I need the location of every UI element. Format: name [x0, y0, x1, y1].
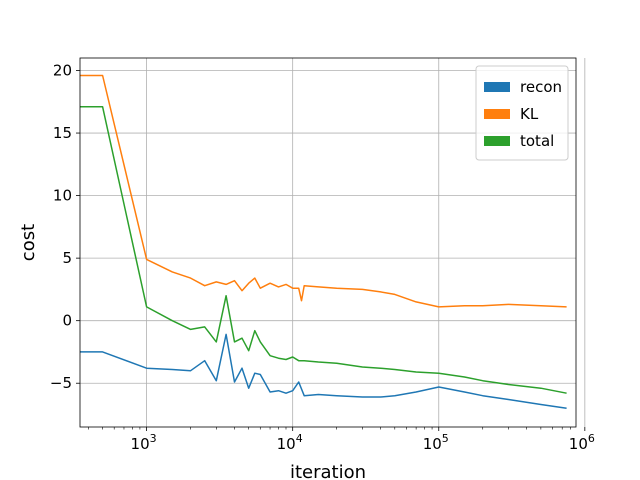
series-line-recon — [80, 333, 567, 409]
y-tick-label: 15 — [53, 124, 72, 142]
legend: recon KL total — [475, 65, 569, 161]
x-tick-label: 103 — [131, 432, 157, 453]
legend-label-recon: recon — [520, 78, 562, 96]
x-tick-label: 106 — [569, 432, 595, 453]
series-line-total — [80, 106, 567, 394]
legend-swatch-total — [484, 136, 510, 146]
y-tick-label: 5 — [62, 249, 72, 267]
y-tick-label: 10 — [53, 187, 72, 205]
y-tick-label: 20 — [53, 62, 72, 80]
y-tick-label: 0 — [62, 312, 72, 330]
legend-label-kl: KL — [520, 105, 539, 123]
x-tick-label: 105 — [423, 432, 449, 453]
legend-swatch-recon — [484, 82, 510, 92]
tick-layer: 103 104 105 106 −5 0 5 10 15 20 — [50, 62, 595, 453]
legend-swatch-kl — [484, 109, 510, 119]
x-axis-label: iteration — [290, 462, 366, 480]
series-layer — [80, 74, 567, 409]
plot-frame — [79, 57, 577, 428]
series-line-kl — [80, 74, 567, 308]
x-tick-label: 104 — [277, 432, 303, 453]
legend-label-total: total — [520, 132, 554, 150]
y-tick-label: −5 — [50, 374, 72, 392]
y-axis-label: cost — [18, 224, 39, 261]
